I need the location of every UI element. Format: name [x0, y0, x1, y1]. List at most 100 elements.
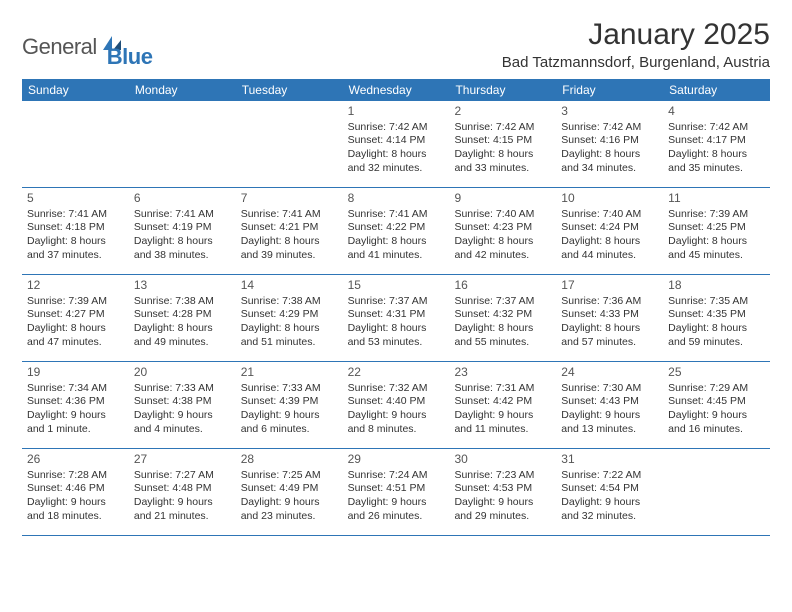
day-detail: and 45 minutes. [668, 249, 765, 263]
day-number: 24 [561, 365, 658, 381]
day-cell: 16Sunrise: 7:37 AMSunset: 4:32 PMDayligh… [449, 275, 556, 361]
day-detail: and 6 minutes. [241, 423, 338, 437]
day-detail: Daylight: 9 hours [27, 409, 124, 423]
day-cell: 9Sunrise: 7:40 AMSunset: 4:23 PMDaylight… [449, 188, 556, 274]
day-detail: Sunrise: 7:32 AM [348, 382, 445, 396]
day-detail: Sunrise: 7:41 AM [134, 208, 231, 222]
day-header: Tuesday [236, 79, 343, 101]
day-detail: Daylight: 9 hours [348, 409, 445, 423]
day-cell: 6Sunrise: 7:41 AMSunset: 4:19 PMDaylight… [129, 188, 236, 274]
day-detail: Sunrise: 7:30 AM [561, 382, 658, 396]
day-cell: 31Sunrise: 7:22 AMSunset: 4:54 PMDayligh… [556, 449, 663, 535]
day-detail: Daylight: 8 hours [348, 322, 445, 336]
day-number: 11 [668, 191, 765, 207]
day-number: 7 [241, 191, 338, 207]
day-cell: 14Sunrise: 7:38 AMSunset: 4:29 PMDayligh… [236, 275, 343, 361]
day-header: Thursday [449, 79, 556, 101]
day-detail: and 16 minutes. [668, 423, 765, 437]
week-row: 19Sunrise: 7:34 AMSunset: 4:36 PMDayligh… [22, 362, 770, 449]
day-cell: 1Sunrise: 7:42 AMSunset: 4:14 PMDaylight… [343, 101, 450, 187]
day-number: 13 [134, 278, 231, 294]
day-number: 15 [348, 278, 445, 294]
day-detail: and 21 minutes. [134, 510, 231, 524]
day-cell: 28Sunrise: 7:25 AMSunset: 4:49 PMDayligh… [236, 449, 343, 535]
day-header: Monday [129, 79, 236, 101]
day-detail: Daylight: 9 hours [454, 409, 551, 423]
day-detail: Daylight: 9 hours [241, 409, 338, 423]
day-cell: 7Sunrise: 7:41 AMSunset: 4:21 PMDaylight… [236, 188, 343, 274]
day-detail: Daylight: 8 hours [348, 235, 445, 249]
day-detail: Daylight: 9 hours [454, 496, 551, 510]
day-number: 3 [561, 104, 658, 120]
day-number: 4 [668, 104, 765, 120]
day-number: 31 [561, 452, 658, 468]
day-detail: Sunset: 4:45 PM [668, 395, 765, 409]
day-detail: Daylight: 8 hours [454, 235, 551, 249]
title-block: January 2025 Bad Tatzmannsdorf, Burgenla… [502, 18, 770, 71]
day-detail: and 55 minutes. [454, 336, 551, 350]
day-detail: and 33 minutes. [454, 162, 551, 176]
day-detail: Daylight: 8 hours [27, 322, 124, 336]
day-detail: Sunrise: 7:37 AM [454, 295, 551, 309]
day-number: 1 [348, 104, 445, 120]
day-detail: Daylight: 8 hours [134, 235, 231, 249]
day-detail: and 29 minutes. [454, 510, 551, 524]
day-detail: Sunset: 4:23 PM [454, 221, 551, 235]
day-header: Sunday [22, 79, 129, 101]
day-detail: Sunset: 4:25 PM [668, 221, 765, 235]
day-detail: Sunrise: 7:38 AM [134, 295, 231, 309]
day-detail: and 41 minutes. [348, 249, 445, 263]
calendar: SundayMondayTuesdayWednesdayThursdayFrid… [22, 79, 770, 536]
day-detail: and 44 minutes. [561, 249, 658, 263]
week-row: 5Sunrise: 7:41 AMSunset: 4:18 PMDaylight… [22, 188, 770, 275]
day-number: 14 [241, 278, 338, 294]
day-detail: Sunrise: 7:41 AM [348, 208, 445, 222]
day-cell [236, 101, 343, 187]
day-detail: and 26 minutes. [348, 510, 445, 524]
day-detail: and 8 minutes. [348, 423, 445, 437]
day-detail: Sunset: 4:18 PM [27, 221, 124, 235]
day-detail: Sunset: 4:19 PM [134, 221, 231, 235]
day-detail: Sunrise: 7:36 AM [561, 295, 658, 309]
day-detail: Sunset: 4:39 PM [241, 395, 338, 409]
day-detail: and 32 minutes. [348, 162, 445, 176]
day-number: 18 [668, 278, 765, 294]
day-detail: and 42 minutes. [454, 249, 551, 263]
day-number: 25 [668, 365, 765, 381]
day-detail: Sunrise: 7:33 AM [241, 382, 338, 396]
day-detail: and 57 minutes. [561, 336, 658, 350]
day-detail: Daylight: 8 hours [561, 148, 658, 162]
day-cell: 5Sunrise: 7:41 AMSunset: 4:18 PMDaylight… [22, 188, 129, 274]
day-detail: Sunset: 4:28 PM [134, 308, 231, 322]
day-detail: and 39 minutes. [241, 249, 338, 263]
day-detail: Daylight: 8 hours [241, 322, 338, 336]
day-detail: Sunrise: 7:41 AM [27, 208, 124, 222]
day-detail: Daylight: 9 hours [134, 409, 231, 423]
day-detail: Sunset: 4:31 PM [348, 308, 445, 322]
day-detail: Sunset: 4:38 PM [134, 395, 231, 409]
day-detail: Sunset: 4:16 PM [561, 134, 658, 148]
day-cell [129, 101, 236, 187]
week-row: 26Sunrise: 7:28 AMSunset: 4:46 PMDayligh… [22, 449, 770, 536]
logo-text-2: Blue [107, 44, 153, 70]
day-detail: Sunrise: 7:35 AM [668, 295, 765, 309]
day-detail: Sunrise: 7:24 AM [348, 469, 445, 483]
day-detail: Daylight: 8 hours [348, 148, 445, 162]
day-detail: Sunrise: 7:38 AM [241, 295, 338, 309]
day-detail: Sunset: 4:42 PM [454, 395, 551, 409]
day-number: 23 [454, 365, 551, 381]
day-detail: Sunset: 4:53 PM [454, 482, 551, 496]
day-detail: and 13 minutes. [561, 423, 658, 437]
logo: General Blue [22, 24, 152, 70]
day-number: 9 [454, 191, 551, 207]
day-detail: Sunrise: 7:33 AM [134, 382, 231, 396]
day-header: Friday [556, 79, 663, 101]
day-cell: 3Sunrise: 7:42 AMSunset: 4:16 PMDaylight… [556, 101, 663, 187]
day-number: 17 [561, 278, 658, 294]
day-detail: Daylight: 9 hours [241, 496, 338, 510]
day-detail: and 38 minutes. [134, 249, 231, 263]
day-detail: Sunset: 4:32 PM [454, 308, 551, 322]
day-detail: and 51 minutes. [241, 336, 338, 350]
day-detail: Sunrise: 7:27 AM [134, 469, 231, 483]
day-detail: and 37 minutes. [27, 249, 124, 263]
